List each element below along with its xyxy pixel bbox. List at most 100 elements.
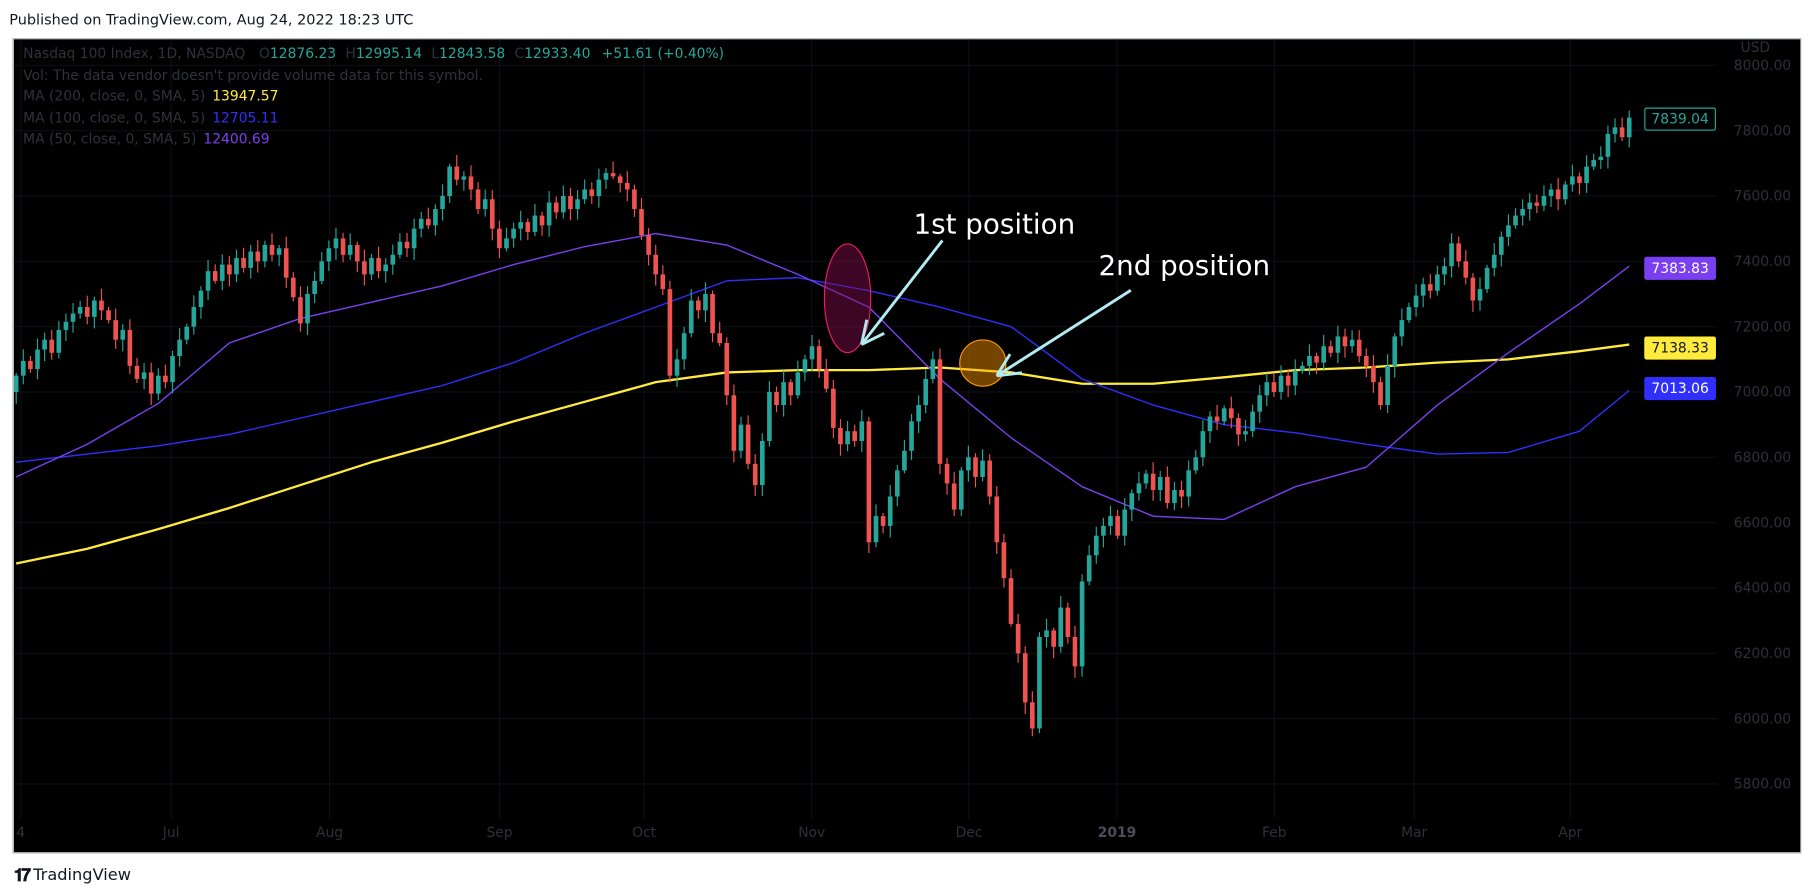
candle [1030, 691, 1035, 737]
candle [546, 191, 552, 237]
candle-body [1570, 176, 1575, 185]
annotation-2nd-position[interactable]: 2nd position [1098, 249, 1270, 282]
symbol-name: Nasdaq 100 Index, 1D, NASDAQ [23, 45, 246, 62]
candle-body [1058, 607, 1064, 647]
arrow-2nd-position[interactable] [995, 289, 1132, 378]
candle [1165, 466, 1170, 509]
candle-body [1200, 431, 1206, 458]
candle [1477, 277, 1483, 311]
candle-body [781, 382, 786, 406]
chart-panel[interactable] [12, 38, 1802, 854]
volume-note: Vol: The data vendor doesn't provide vol… [23, 66, 484, 83]
candle [1186, 460, 1191, 507]
arrow-1st-position[interactable] [860, 239, 944, 346]
candle [1378, 376, 1383, 410]
candle [1143, 469, 1149, 489]
candle-body [234, 258, 239, 275]
candle [781, 370, 786, 417]
candle [688, 289, 694, 338]
candle-body [63, 321, 69, 330]
price-badge: 7839.04 [1644, 107, 1716, 131]
annotation-1st-position[interactable]: 1st position [913, 208, 1075, 241]
candle [397, 233, 403, 259]
candle-body [362, 261, 367, 275]
candle-body [56, 329, 62, 353]
candle-body [1356, 339, 1362, 357]
candle-body [1228, 408, 1234, 419]
candle [362, 249, 367, 286]
candle-body [184, 326, 190, 340]
candle-body [724, 342, 730, 396]
candle [703, 282, 708, 323]
candle-body [738, 424, 744, 451]
candle [1079, 574, 1085, 677]
candle [1392, 333, 1398, 378]
candle [1363, 348, 1369, 378]
candle [347, 233, 353, 260]
candle-body [866, 421, 872, 543]
candle [99, 288, 104, 321]
x-tick-label: Mar [1401, 825, 1427, 841]
candle-body [674, 359, 680, 376]
candle-body [873, 516, 879, 543]
candle-body [1072, 636, 1078, 667]
candle [120, 324, 126, 352]
candle [163, 364, 168, 389]
candle-body [1115, 516, 1120, 536]
candle-body [759, 440, 765, 486]
candle-body [859, 421, 865, 441]
candle [525, 218, 531, 241]
candle [504, 227, 509, 252]
candle-body [1491, 254, 1497, 268]
candle-body [70, 313, 76, 322]
candle [198, 286, 204, 319]
candle [219, 254, 225, 291]
ma-value: 13947.57 [212, 87, 279, 105]
candle-body [525, 222, 531, 232]
ma-legend-row: MA (100, close, 0, SMA, 5) 12705.11 [23, 107, 724, 128]
candle-body [1584, 166, 1589, 183]
highlight-circle[interactable] [959, 339, 1007, 387]
candle [262, 240, 268, 268]
x-tick-label: Aug [316, 825, 343, 841]
candle [1356, 330, 1362, 363]
candle [1122, 498, 1128, 546]
candle [1285, 369, 1291, 398]
candle [1001, 533, 1007, 588]
candle [134, 357, 140, 384]
candle-body [1513, 215, 1518, 226]
y-tick-label: 7000.00 [1734, 385, 1791, 401]
candle [1321, 334, 1326, 371]
candle [1555, 177, 1561, 211]
candle-body [333, 238, 339, 249]
candle [859, 410, 865, 453]
candle [909, 413, 914, 460]
candle [1527, 193, 1533, 221]
candle-body [1307, 356, 1312, 366]
candle [497, 220, 502, 258]
candle [582, 179, 587, 204]
highlight-ellipse[interactable] [823, 243, 872, 354]
ma-line-ma50 [15, 232, 1630, 521]
candle [1101, 517, 1106, 548]
candle-body [887, 496, 893, 526]
candle-body [852, 431, 857, 441]
ma-legend-row: MA (200, close, 0, SMA, 5) 13947.57 [23, 86, 724, 107]
candle-body [774, 391, 779, 406]
ohlc-value: 12933.40 [524, 45, 591, 62]
candle [1228, 396, 1234, 429]
candle [724, 337, 730, 406]
candle-body [1129, 493, 1135, 510]
candle-body [248, 251, 253, 268]
candle-body [340, 238, 346, 255]
candle [1427, 273, 1433, 299]
candle [809, 334, 815, 372]
candle-body [895, 470, 900, 497]
candle-body [603, 173, 609, 180]
candle-body [49, 339, 55, 353]
candle [1065, 602, 1071, 644]
candle-body [1577, 176, 1582, 183]
candle [1598, 146, 1604, 169]
candle [646, 228, 651, 266]
